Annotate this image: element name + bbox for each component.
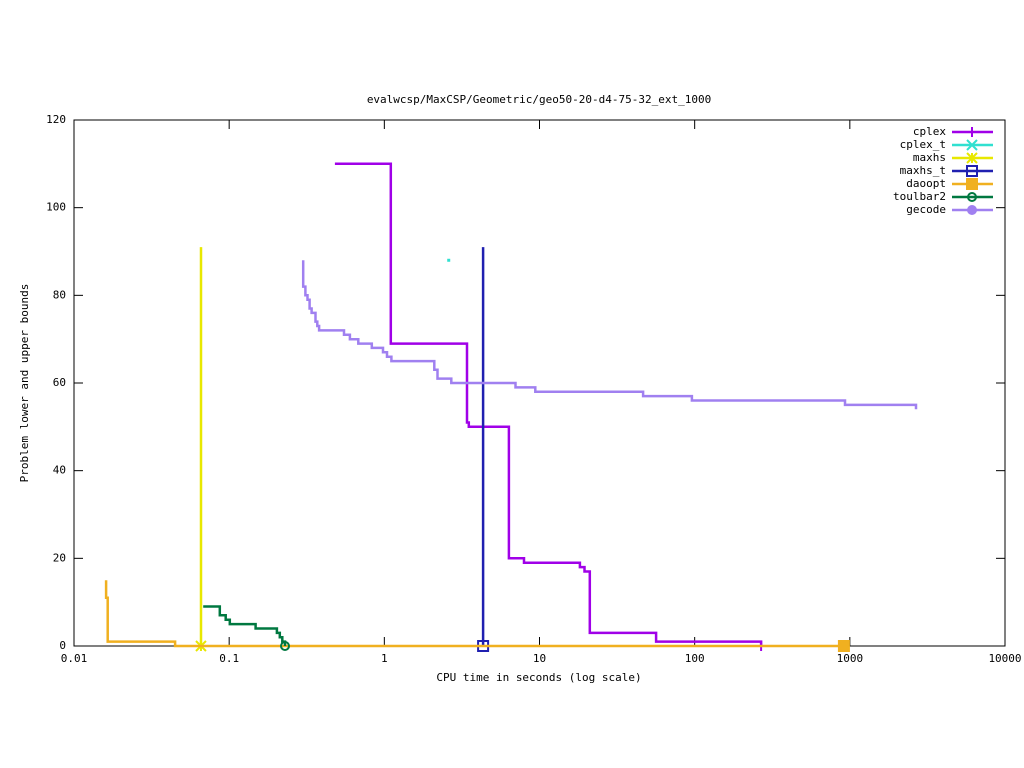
y-tick-label: 120 bbox=[46, 113, 66, 126]
marker-stroke bbox=[966, 152, 978, 164]
legend-label: maxhs bbox=[913, 151, 946, 164]
legend-label: daoopt bbox=[906, 177, 946, 190]
point-marker bbox=[967, 205, 977, 215]
y-axis-label: Problem lower and upper bounds bbox=[18, 284, 31, 483]
marker-shape bbox=[280, 641, 291, 651]
x-tick-label: 1000 bbox=[837, 652, 864, 665]
x-tick-label: 10 bbox=[533, 652, 546, 665]
y-tick-label: 100 bbox=[46, 201, 66, 214]
legend-label: cplex bbox=[913, 125, 946, 138]
point-marker bbox=[966, 139, 978, 151]
plot-frame bbox=[73, 119, 1006, 647]
legend-label: gecode bbox=[906, 203, 946, 216]
marker-stroke bbox=[966, 139, 978, 151]
chart-title: evalwcsp/MaxCSP/Geometric/geo50-20-d4-75… bbox=[367, 93, 711, 106]
point-marker bbox=[967, 192, 977, 202]
x-tick-label: 0.1 bbox=[219, 652, 239, 665]
point-marker bbox=[280, 641, 291, 651]
y-tick-label: 40 bbox=[53, 464, 66, 477]
y-tick-label: 0 bbox=[59, 639, 66, 652]
x-tick-label: 10000 bbox=[988, 652, 1021, 665]
point-marker bbox=[967, 127, 977, 137]
point-marker bbox=[966, 178, 978, 190]
point-marker bbox=[966, 165, 978, 177]
series-line bbox=[334, 162, 763, 646]
x-axis-label: CPU time in seconds (log scale) bbox=[436, 671, 641, 684]
series-line bbox=[203, 605, 287, 646]
series-point bbox=[447, 258, 451, 262]
point-marker bbox=[837, 640, 850, 652]
legend-label: cplex_t bbox=[900, 138, 946, 151]
series-line bbox=[104, 580, 844, 648]
marker-shape bbox=[966, 165, 978, 177]
marker-shape bbox=[967, 205, 977, 215]
x-tick-label: 0.01 bbox=[61, 652, 88, 665]
y-tick-label: 20 bbox=[53, 551, 66, 564]
marker-shape bbox=[837, 640, 850, 652]
series-line bbox=[301, 260, 918, 410]
legend-label: toulbar2 bbox=[893, 190, 946, 203]
x-tick-label: 100 bbox=[685, 652, 705, 665]
legend-label: maxhs_t bbox=[900, 164, 946, 177]
point-marker bbox=[966, 152, 978, 164]
x-tick-label: 1 bbox=[381, 652, 388, 665]
y-tick-label: 60 bbox=[53, 376, 66, 389]
marker-shape bbox=[966, 178, 978, 190]
y-tick-label: 80 bbox=[53, 288, 66, 301]
marker-shape bbox=[967, 192, 977, 202]
